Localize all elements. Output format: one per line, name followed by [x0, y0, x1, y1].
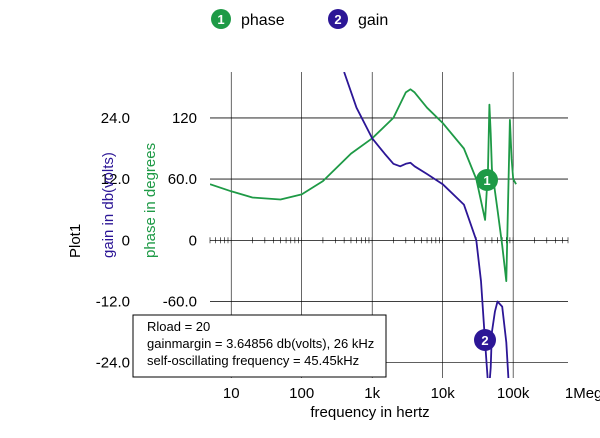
gain-tick-label-3: -12.0	[96, 294, 130, 311]
series-line-gain	[343, 72, 510, 378]
gain-tick-label-1: 12.0	[101, 171, 130, 188]
phase-curve-marker-dot	[476, 169, 498, 191]
legend-phase-marker	[211, 9, 231, 29]
annotation-line-1: Rload = 20	[147, 319, 210, 334]
phase-tick-label-3: -60.0	[163, 294, 197, 311]
gain-curve-marker-label: 2	[481, 333, 488, 348]
legend-gain-marker	[328, 9, 348, 29]
legend-phase-marker-label: 1	[217, 12, 224, 27]
gain-tick-label-4: -24.0	[96, 355, 130, 372]
legend: 1 phase 2 gain	[211, 9, 388, 29]
gain-curve-marker: 2	[474, 329, 496, 351]
x-tick-label-2: 1k	[364, 385, 380, 402]
legend-phase-label: phase	[241, 12, 285, 29]
phase-curve-marker: 1	[476, 169, 498, 191]
legend-gain-label: gain	[358, 12, 388, 29]
annotation-line-2: gainmargin = 3.64856 db(volts), 26 kHz	[147, 336, 374, 351]
gain-curve-marker-dot	[474, 329, 496, 351]
series-line-phase	[210, 88, 517, 283]
gain-tick-label-0: 24.0	[101, 110, 130, 127]
x-tick-label-3: 10k	[431, 385, 456, 402]
annotation-box-frame	[132, 314, 387, 378]
gain-tick-label-2: 0	[122, 232, 130, 249]
phase-curve-marker-label: 1	[483, 173, 490, 188]
annotation-box: Rload = 20 gainmargin = 3.64856 db(volts…	[132, 314, 387, 378]
x-tick-label-5: 1Meg	[565, 385, 600, 402]
gain-axis-title: gain in db(volts)	[100, 152, 117, 258]
phase-tick-label-2: 0	[189, 232, 197, 249]
x-tick-label-1: 100	[289, 385, 314, 402]
grid	[209, 72, 569, 378]
legend-gain-marker-label: 2	[334, 12, 341, 27]
annotation-line-3: self-oscillating frequency = 45.45kHz	[147, 353, 359, 368]
tick-layer: 10 100 1k 10k 100k 1Meg24.012.00-12.0-24.0120…	[96, 110, 600, 402]
x-axis-title: frequency in hertz	[310, 404, 429, 421]
x-tick-label-4: 100k	[497, 385, 530, 402]
plot-name-label: Plot1	[67, 224, 84, 258]
phase-tick-label-1: 60.0	[168, 171, 197, 188]
series-layer	[210, 72, 517, 378]
phase-tick-label-0: 120	[172, 110, 197, 127]
phase-axis-title: phase in degrees	[142, 143, 159, 258]
x-tick-label-0: 10	[223, 385, 240, 402]
